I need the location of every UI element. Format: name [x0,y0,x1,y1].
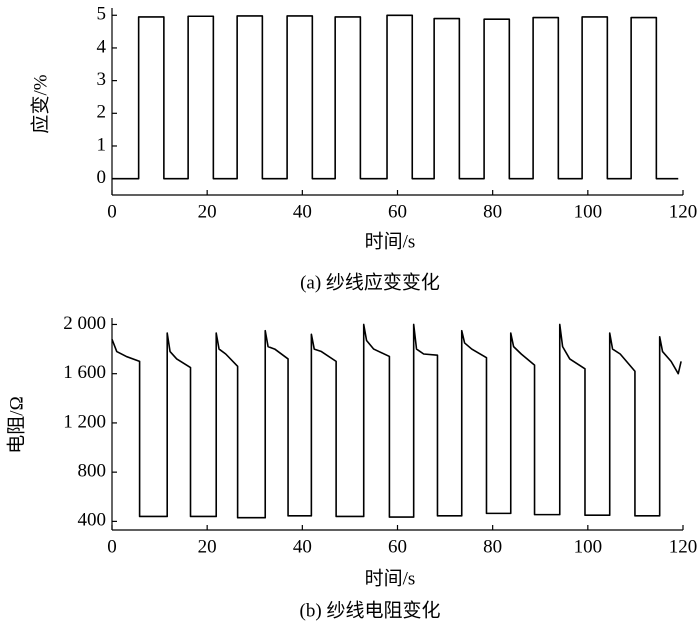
caption: (a) 纱线应变变化 [300,271,440,293]
y-axis-label: 电阻/Ω [5,396,27,453]
x-tick-label: 80 [483,536,502,557]
x-tick-label: 40 [293,536,312,557]
y-tick-label: 2 [97,102,107,123]
x-tick-label: 60 [388,201,407,222]
data-line [111,323,682,519]
y-tick-label: 5 [97,4,107,25]
y-tick-label: 0 [97,167,107,188]
x-tick-label: 100 [574,201,603,222]
y-tick-label: 1 200 [63,411,106,432]
x-tick-label: 40 [293,201,312,222]
x-tick-label: 20 [198,536,217,557]
x-axis-label: 时间/s [365,230,416,252]
y-tick-label: 2 000 [63,313,106,334]
caption: (b) 纱线电阻变化 [300,599,441,621]
x-tick-label: 120 [669,536,698,557]
x-tick-label: 120 [669,201,698,222]
x-tick-label: 0 [107,536,117,557]
x-tick-label: 80 [483,201,502,222]
y-axis-label: 应变/% [29,74,51,133]
y-tick-label: 800 [78,461,107,482]
y-tick-label: 1 600 [63,362,106,383]
y-tick-label: 4 [97,36,107,57]
y-tick-label: 1 [97,134,107,155]
x-tick-label: 20 [198,201,217,222]
x-tick-label: 100 [574,536,603,557]
y-tick-label: 400 [78,510,107,531]
x-tick-label: 60 [388,536,407,557]
x-tick-label: 0 [107,201,117,222]
x-axis-label: 时间/s [365,567,416,589]
data-line [112,14,679,180]
y-tick-label: 3 [97,69,107,90]
